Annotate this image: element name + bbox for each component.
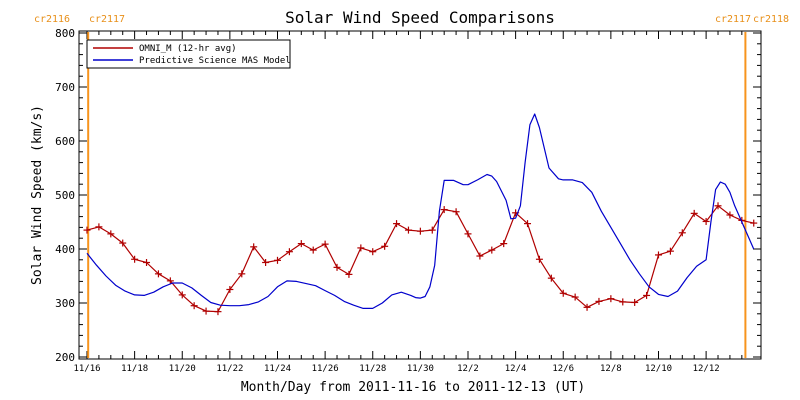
legend: OMNI_M (12-hr avg) Predictive Science MA…	[86, 39, 291, 69]
data-point-omni	[476, 252, 484, 260]
carrington-right-label-2: cr2118	[753, 14, 789, 25]
x-tick-label: 11/16	[73, 364, 100, 374]
data-point-omni	[285, 248, 293, 256]
data-point-omni	[690, 209, 698, 217]
x-tick-label: 12/4	[505, 364, 527, 374]
data-point-omni	[666, 247, 674, 255]
data-point-omni	[619, 298, 627, 306]
data-point-omni	[750, 219, 758, 227]
data-point-omni	[333, 263, 341, 271]
x-tick-label: 12/10	[645, 364, 672, 374]
x-tick-label: 11/18	[121, 364, 148, 374]
data-point-omni	[404, 226, 412, 234]
data-point-omni	[500, 240, 508, 248]
data-point-omni	[524, 220, 532, 228]
data-point-omni	[250, 243, 258, 251]
data-point-omni	[654, 251, 662, 259]
data-point-omni	[595, 297, 603, 305]
carrington-left-label-2: cr2117	[89, 14, 125, 25]
x-tick-label: 11/26	[312, 364, 339, 374]
data-point-omni	[214, 308, 222, 316]
data-point-omni	[726, 211, 734, 219]
data-point-omni	[571, 293, 579, 301]
carrington-right-label-1: cr2117	[715, 14, 751, 25]
x-tick-label: 12/6	[552, 364, 574, 374]
y-tick-label: 600	[55, 135, 75, 148]
x-tick-label: 11/24	[264, 364, 291, 374]
data-point-omni	[440, 206, 448, 214]
data-point-omni	[464, 230, 472, 238]
data-point-omni	[190, 302, 198, 310]
data-point-omni	[559, 289, 567, 297]
legend-box	[86, 39, 291, 69]
data-point-omni	[262, 259, 270, 266]
carrington-left-label-1: cr2116	[34, 14, 70, 25]
y-tick-label: 500	[55, 189, 75, 202]
plot-area	[78, 30, 762, 360]
data-point-omni	[488, 246, 496, 254]
legend-label-mas: Predictive Science MAS Model	[139, 56, 291, 66]
data-point-omni	[643, 291, 651, 299]
x-tick-label: 11/30	[407, 364, 434, 374]
data-point-omni	[714, 202, 722, 210]
data-point-omni	[131, 255, 139, 263]
data-point-omni	[202, 307, 210, 315]
data-point-omni	[345, 270, 353, 278]
data-point-omni	[357, 244, 365, 252]
x-tick-label: 12/2	[457, 364, 479, 374]
data-point-omni	[119, 239, 127, 247]
data-point-omni	[535, 255, 543, 263]
data-point-omni	[166, 277, 174, 285]
data-point-omni	[143, 259, 151, 266]
x-tick-label: 12/12	[693, 364, 720, 374]
data-point-omni	[178, 291, 186, 299]
y-axis-title: Solar Wind Speed (km/s)	[30, 105, 45, 285]
axes: 200 300 400 500 600 700 800 11/16 11/18 11/20 11/2…	[55, 27, 761, 374]
chart-title: Solar Wind Speed Comparisons	[285, 8, 555, 27]
x-tick-label: 11/20	[169, 364, 196, 374]
data-point-omni	[416, 227, 424, 235]
data-point-omni	[226, 286, 234, 293]
data-point-omni	[547, 274, 555, 282]
data-point-omni	[297, 240, 305, 248]
data-point-omni	[321, 240, 329, 248]
data-point-omni	[83, 226, 91, 234]
data-point-omni	[702, 217, 710, 225]
data-point-omni	[95, 223, 103, 231]
legend-label-omni: OMNI_M (12-hr avg)	[139, 44, 237, 54]
data-point-omni	[393, 220, 401, 228]
series-line-mas	[86, 113, 755, 309]
y-tick-label: 700	[55, 81, 75, 94]
data-point-omni	[309, 246, 317, 254]
x-tick-label: 12/8	[600, 364, 622, 374]
y-tick-label: 800	[55, 27, 75, 40]
series-line-omni	[86, 205, 754, 313]
data-point-omni	[678, 229, 686, 237]
series-layer	[83, 113, 758, 316]
carrington-lines	[87, 32, 747, 358]
x-axis-title: Month/Day from 2011-11-16 to 2011-12-13 …	[241, 380, 585, 395]
y-tick-label: 300	[55, 297, 75, 310]
data-point-omni	[381, 242, 389, 250]
y-tick-label: 200	[55, 351, 75, 364]
data-point-omni	[238, 270, 246, 278]
data-point-omni	[452, 208, 460, 216]
data-point-omni	[154, 270, 162, 278]
x-tick-label: 11/28	[359, 364, 386, 374]
data-point-omni	[607, 295, 615, 303]
data-point-omni	[273, 256, 281, 264]
data-point-omni	[428, 226, 436, 234]
data-point-omni	[107, 230, 115, 238]
data-point-omni	[583, 303, 591, 311]
data-point-omni	[631, 298, 639, 306]
x-tick-label: 11/22	[216, 364, 243, 374]
y-tick-label: 400	[55, 243, 75, 256]
data-point-omni	[369, 248, 377, 256]
plot-frame	[78, 30, 762, 360]
